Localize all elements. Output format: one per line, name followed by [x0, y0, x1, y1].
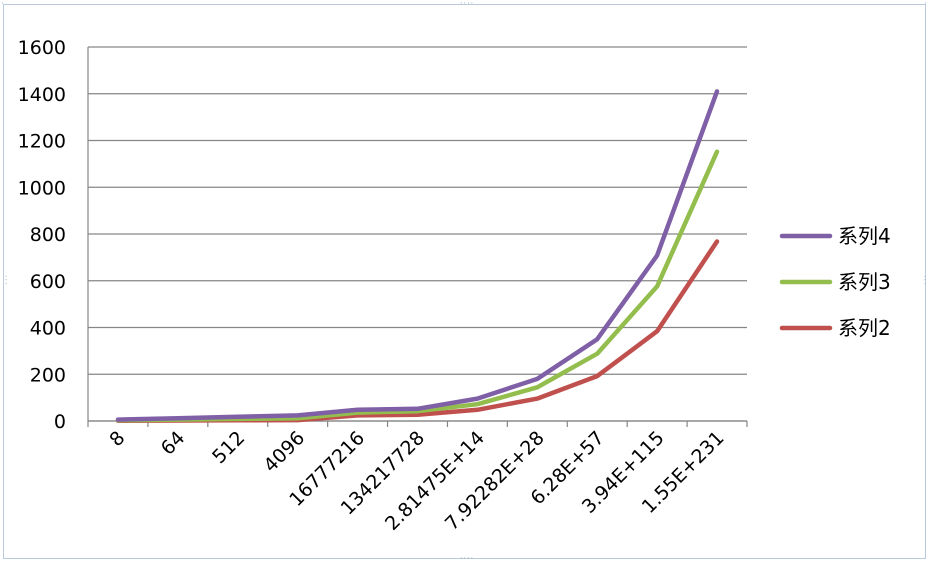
y-tick-label: 1000 — [18, 177, 66, 199]
series-line-系列3 — [115, 149, 720, 423]
right-resize-handle[interactable]: ··· — [920, 275, 929, 286]
left-resize-handle[interactable]: ··· — [1, 275, 10, 286]
series-lines — [115, 89, 720, 424]
y-axis: 0 200 400 600 800 1000 1200 1400 1600 — [18, 37, 89, 433]
y-tick-label: 800 — [30, 224, 66, 246]
top-right-corner-handle[interactable]: · — [924, 0, 928, 8]
series-line-系列4 — [115, 89, 720, 422]
y-tick-label: 1200 — [18, 131, 66, 153]
x-tick-label: 4096 — [259, 427, 309, 477]
gridlines — [88, 46, 747, 422]
top-left-corner-handle[interactable]: · — [1, 0, 5, 8]
y-tick-label: 400 — [30, 318, 66, 340]
legend-entry: 系列2 — [838, 316, 891, 340]
y-tick-label: 1600 — [18, 37, 66, 59]
legend: 系列4 系列3 系列2 — [779, 224, 891, 340]
top-resize-handle[interactable]: ···· — [460, 0, 475, 8]
y-tick-label: 1400 — [18, 84, 66, 106]
y-tick-label: 200 — [30, 364, 66, 386]
series-line-系列2 — [115, 239, 720, 424]
y-tick-label: 600 — [30, 271, 66, 293]
legend-entry: 系列3 — [838, 270, 891, 294]
x-axis: 8 64 512 4096167772161342177282.81475E+147.… — [87, 420, 748, 535]
legend-entry: 系列4 — [838, 224, 891, 248]
x-tick-label: 64 — [157, 427, 190, 460]
bottom-resize-handle[interactable]: ···· — [460, 554, 475, 563]
x-tick-label: 512 — [208, 427, 249, 468]
x-tick-label: 8 — [105, 427, 129, 451]
y-tick-label: 0 — [54, 411, 66, 433]
